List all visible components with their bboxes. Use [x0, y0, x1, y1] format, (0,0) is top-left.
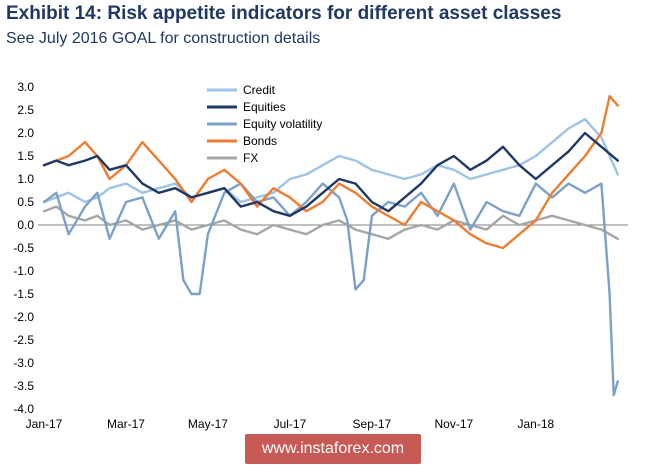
watermark-badge: www.instaforex.com	[245, 434, 421, 464]
y-tick-label: 3.0	[17, 80, 34, 94]
y-tick-label: -0.5	[13, 241, 34, 255]
legend-label: FX	[243, 151, 258, 165]
series-line-equities	[42, 131, 619, 218]
chart-title: Exhibit 14: Risk appetite indicators for…	[6, 3, 562, 24]
x-tick-label: Jan-18	[517, 417, 554, 431]
chart-legend: Credit Equities Equity volatility Bonds FX	[207, 83, 322, 165]
y-tick-label: 2.0	[17, 126, 34, 140]
y-axis: 3.0 2.5 2.0 1.5 1.0 0.5 0.0 -0.5 -1.0 -1.5 -2.0 -2.…	[13, 80, 34, 416]
series-line-bonds	[42, 94, 619, 250]
x-tick-label: Nov-17	[435, 417, 474, 431]
chart-subtitle: See July 2016 GOAL for construction deta…	[6, 30, 321, 47]
y-tick-label: -1.5	[13, 287, 34, 301]
x-tick-label: Mar-17	[107, 417, 145, 431]
y-tick-label: -4.0	[13, 402, 34, 416]
legend-label: Equities	[243, 100, 286, 114]
y-tick-label: 0.0	[17, 218, 34, 232]
x-tick-label: May-17	[188, 417, 228, 431]
y-tick-label: 1.5	[17, 149, 34, 163]
y-tick-label: -3.0	[13, 356, 34, 370]
y-tick-label: -1.0	[13, 264, 34, 278]
legend-label: Bonds	[243, 134, 277, 148]
legend-label: Equity volatility	[243, 117, 322, 131]
y-tick-label: -2.5	[13, 333, 34, 347]
y-tick-label: 0.5	[17, 195, 34, 209]
legend-label: Credit	[243, 83, 276, 97]
x-tick-label: Jan-17	[26, 417, 63, 431]
x-axis: Jan-17 Mar-17 May-17 Jul-17 Sep-17 Nov-17 Jan-…	[26, 417, 555, 431]
series-layer	[42, 94, 619, 397]
series-line-fx	[42, 205, 619, 241]
x-tick-label: Sep-17	[353, 417, 392, 431]
x-tick-label: Jul-17	[274, 417, 307, 431]
y-tick-label: -2.0	[13, 310, 34, 324]
series-line-equity-volatility	[42, 182, 619, 397]
y-tick-label: 1.0	[17, 172, 34, 186]
y-tick-label: -3.5	[13, 379, 34, 393]
y-tick-label: 2.5	[17, 103, 34, 117]
